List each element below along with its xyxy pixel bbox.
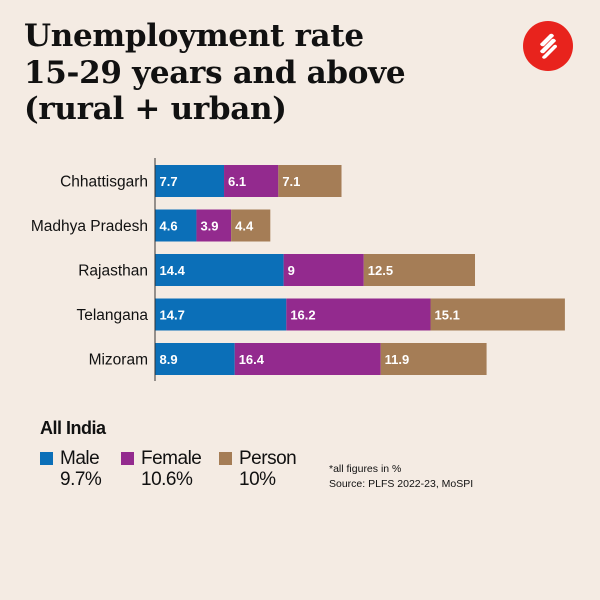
bar-female [283,254,364,286]
category-label: Chhattisgarh [60,174,148,191]
legend-label: Person [239,448,297,469]
bar-person [363,254,476,286]
bar-female [224,165,279,197]
source-note: Source: PLFS 2022-23, MoSPI [329,478,474,490]
bar-male [155,209,197,242]
data-label: 15.1 [435,308,460,323]
units-note: *all figures in % [329,463,402,475]
bar-person [430,298,565,331]
data-label: 7.7 [160,174,178,189]
bar-person [278,165,342,197]
stacked-bar-chart: Chhattisgarh 7.7 6.1 7.1 Madhya Pradesh 4.6 3.… [31,158,565,381]
legend-title: All India [40,418,106,438]
bar-male [155,254,284,286]
legend-label: Female [141,448,202,469]
legend-swatch [40,452,53,465]
legend-value: 10.6% [141,469,193,490]
legend-swatch [219,452,232,465]
data-label: 16.4 [239,352,265,367]
data-label: 14.4 [160,263,186,278]
indian-express-logo-icon [523,21,573,71]
title-line: Unemployment rate [24,18,364,54]
bar-female [196,209,232,242]
category-label: Rajasthan [78,263,148,280]
title-line: (rural + urban) [24,91,287,127]
footnote: *all figures in % Source: PLFS 2022-23, … [329,462,473,492]
data-label: 9 [288,263,295,278]
category-label: Telangana [76,307,148,324]
data-label: 4.6 [160,219,178,234]
legend-value: 9.7% [60,469,102,490]
data-label: 4.4 [235,219,254,234]
category-label: Mizoram [89,352,148,369]
bar-person [231,209,271,242]
data-label: 3.9 [200,219,218,234]
data-label: 11.9 [385,352,410,367]
category-label: Madhya Pradesh [31,218,148,235]
legend-value: 10% [239,469,276,490]
bar-male [155,298,287,331]
data-label: 16.2 [290,308,315,323]
bar-person [380,343,487,375]
legend-label: Male [60,448,100,469]
data-label: 12.5 [368,263,393,278]
title-line: 15-29 years and above [24,54,406,91]
bar-female [286,298,431,331]
bar-male [155,165,225,197]
bar-female [234,343,381,375]
data-label: 14.7 [160,308,185,323]
data-label: 8.9 [160,352,178,367]
data-label: 7.1 [282,174,300,189]
chart-title: Unemployment rate 15-29 years and above … [24,18,406,128]
data-label: 6.1 [228,174,246,189]
bar-male [155,343,235,375]
legend-swatch [121,452,134,465]
